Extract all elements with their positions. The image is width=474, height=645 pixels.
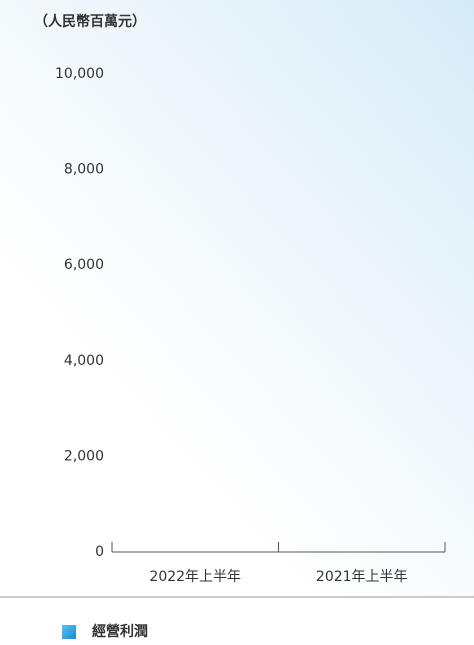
y-tick-label: 4,000 <box>64 353 104 369</box>
legend-swatch <box>62 625 76 639</box>
x-tick-label: 2021年上半年 <box>316 569 408 585</box>
x-tick-label: 2022年上半年 <box>149 569 241 585</box>
y-tick-label: 8,000 <box>64 162 104 178</box>
y-tick-label: 6,000 <box>64 257 104 273</box>
y-tick-label: 2,000 <box>64 448 104 464</box>
y-tick-label: 10,000 <box>55 66 104 82</box>
y-axis-label: （人民幣百萬元） <box>34 13 146 30</box>
legend-label: 經營利潤 <box>92 623 148 640</box>
y-tick-label: 0 <box>95 544 104 560</box>
background <box>0 0 474 597</box>
